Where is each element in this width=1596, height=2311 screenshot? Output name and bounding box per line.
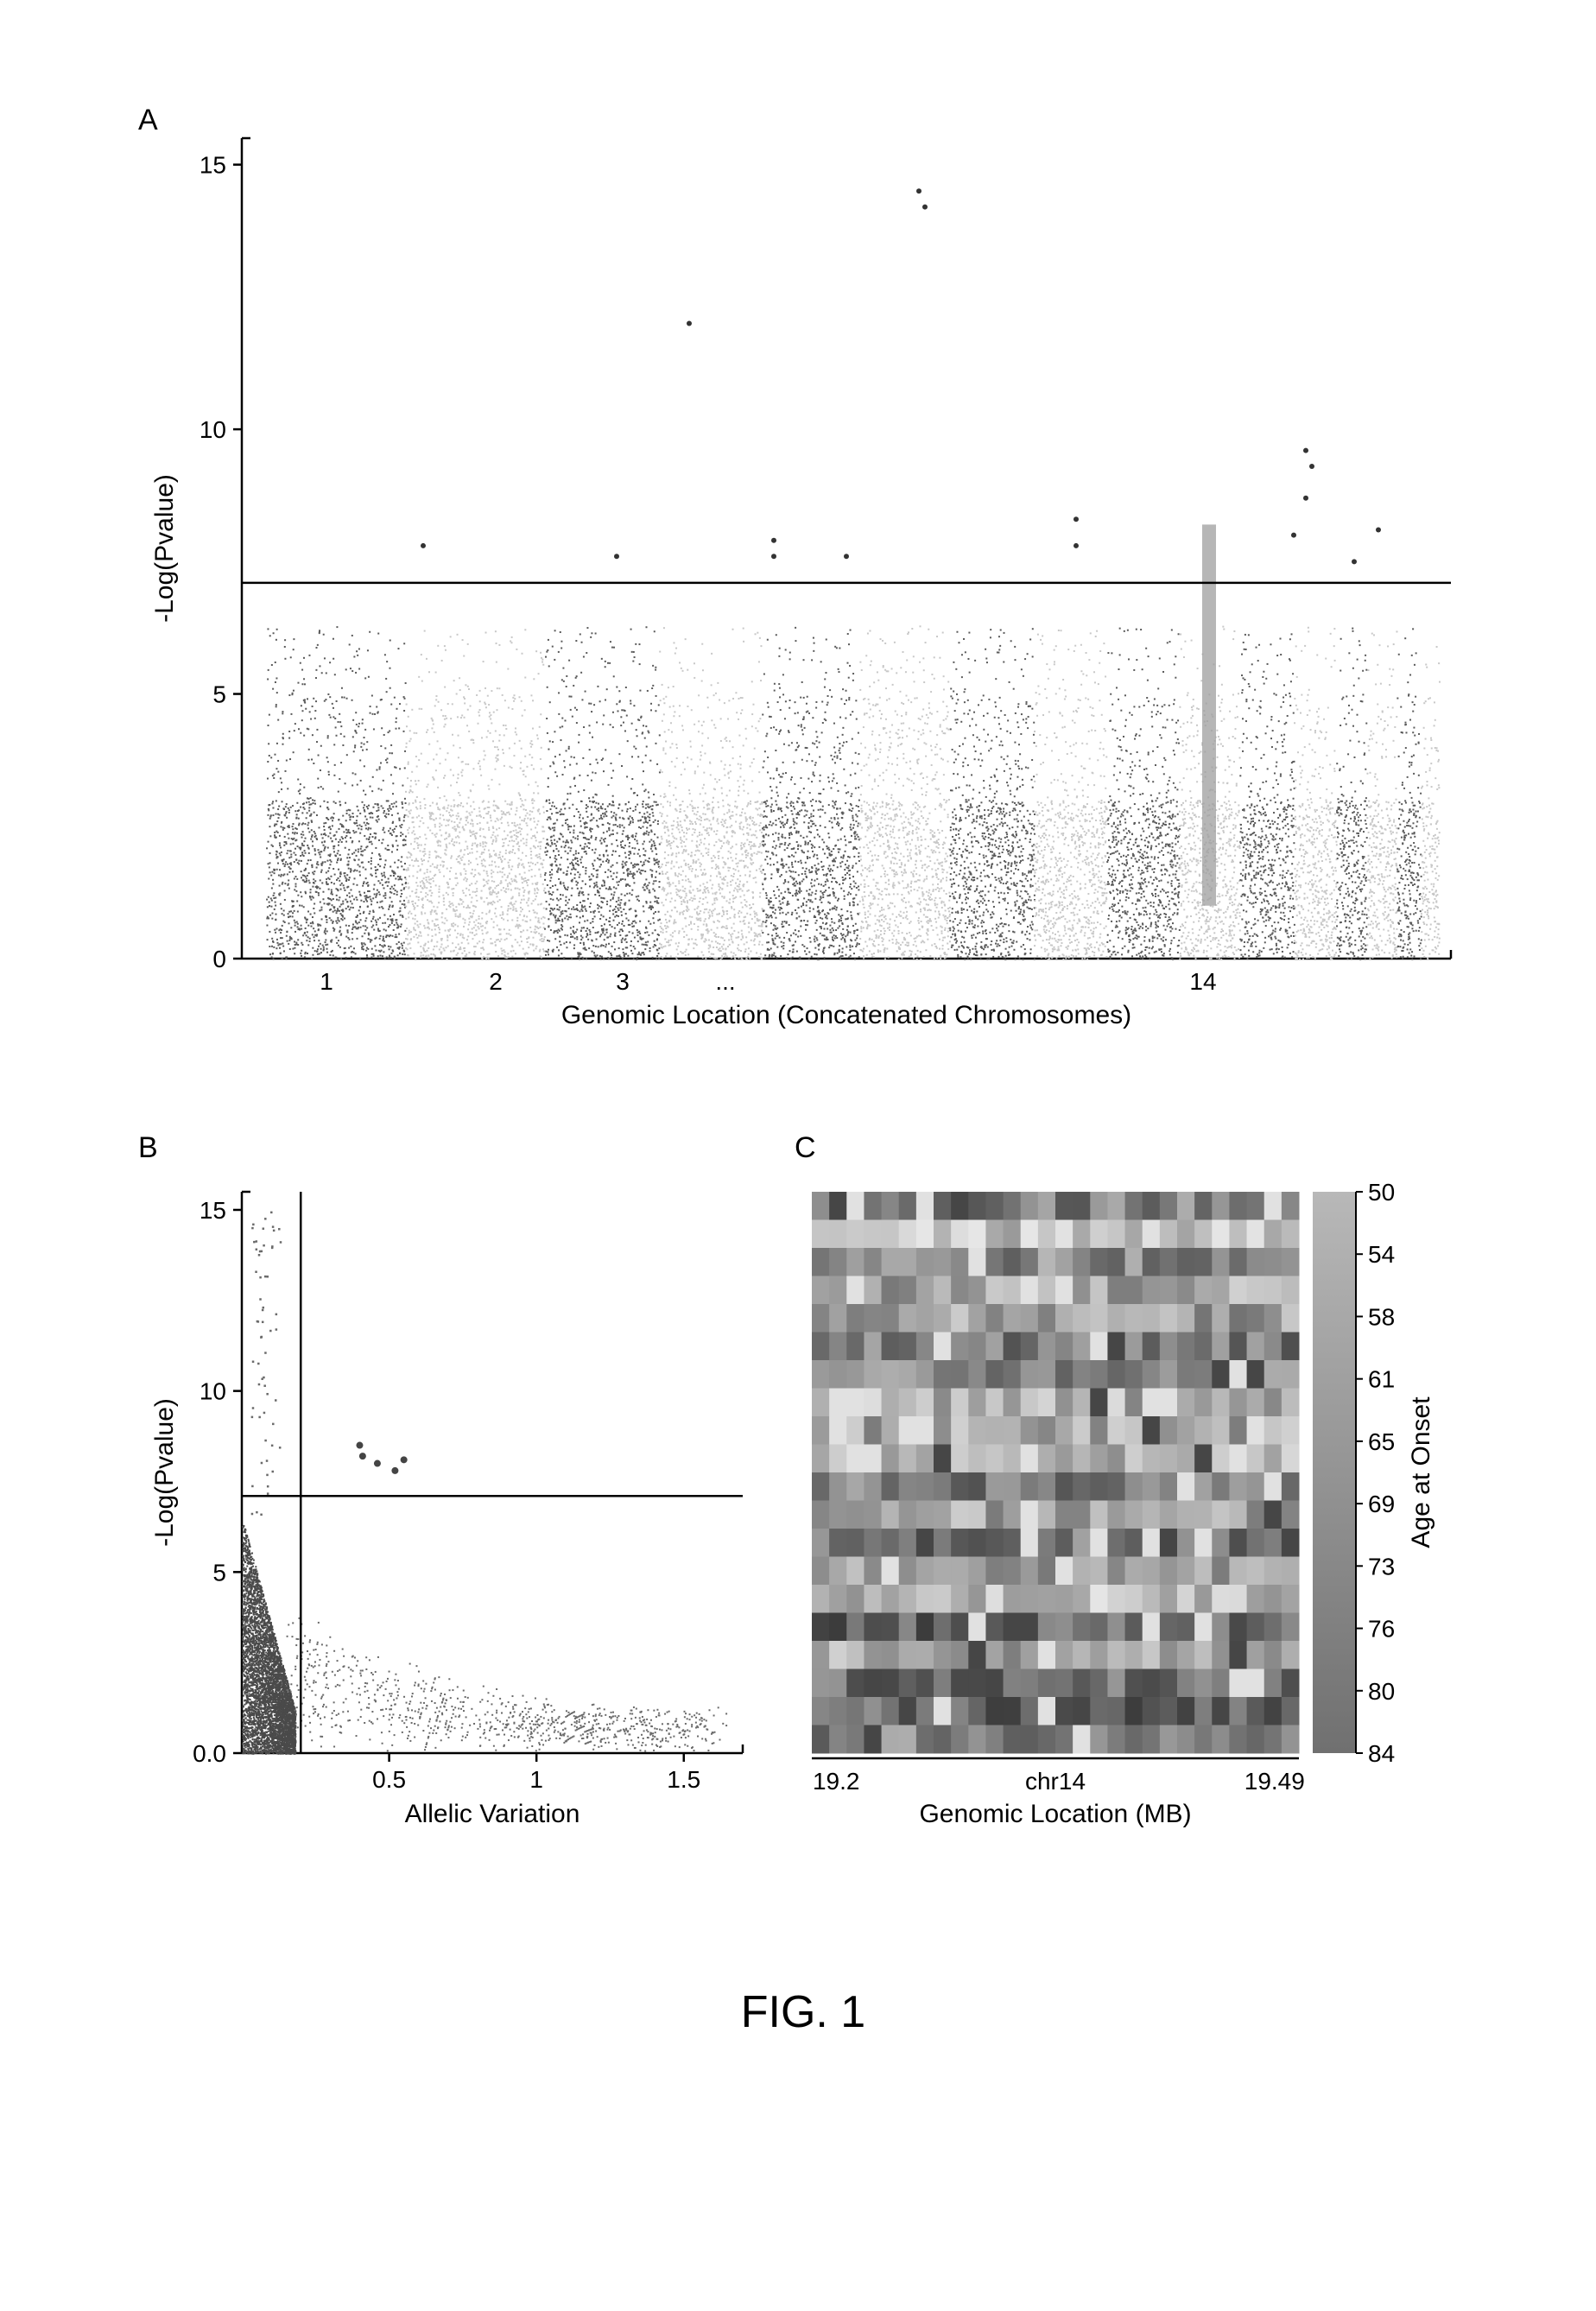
- svg-text:15: 15: [200, 152, 226, 179]
- figure-caption-text: FIG. 1: [741, 1987, 865, 2037]
- svg-text:1: 1: [320, 968, 333, 995]
- panel-c-label-text: C: [795, 1131, 816, 1164]
- svg-text:-Log(Pvalue): -Log(Pvalue): [150, 474, 179, 623]
- svg-text:10: 10: [200, 416, 226, 443]
- panel-b-label: B: [138, 1131, 158, 1165]
- svg-text:0: 0: [212, 946, 226, 972]
- svg-text:5: 5: [212, 681, 226, 708]
- svg-text:3: 3: [616, 968, 630, 995]
- panel-b-label-text: B: [138, 1131, 158, 1164]
- panel-a-chart: 0 5 10 15 1 2 3... 14 -Log(Pvalue) Genomic Locati…: [138, 121, 1468, 1054]
- figure-caption: FIG. 1: [741, 1986, 865, 2038]
- svg-text:Genomic Location (Concatenated: Genomic Location (Concatenated Chromosom…: [561, 1001, 1131, 1029]
- panel-c-label: C: [795, 1131, 816, 1165]
- svg-text:14: 14: [1189, 968, 1216, 995]
- panel-c-chart: 19.2chr1419.49Genomic Location (MB) 5054…: [795, 1174, 1468, 1848]
- panel-b-chart: 0.0510150.511.5-Log(Pvalue)Allelic Varia…: [138, 1174, 760, 1848]
- svg-text:2: 2: [489, 968, 503, 995]
- svg-text:...: ...: [715, 968, 735, 995]
